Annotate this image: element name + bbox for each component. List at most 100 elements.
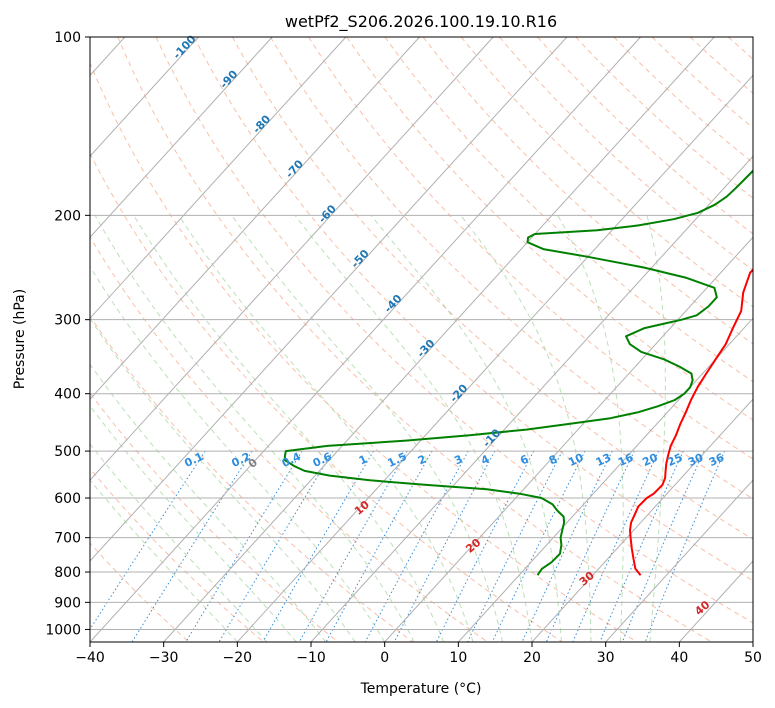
dry-adiabat — [117, 37, 712, 642]
dry-adiabat — [90, 61, 638, 642]
y-tick-label: 900 — [54, 595, 81, 611]
dry-adiabat — [499, 37, 753, 271]
y-tick-label: 700 — [54, 531, 81, 547]
dry-adiabat — [460, 37, 753, 308]
moist-adiabat — [370, 214, 562, 642]
mixing-ratio-line — [644, 450, 726, 642]
mixing-ratio-line — [218, 450, 334, 642]
x-tick-label: −40 — [75, 650, 105, 666]
y-axis: 100 200 300 400 500 600 700 800 900 1000 — [45, 30, 90, 638]
dry-adiabat-label: 40 — [692, 598, 712, 618]
isotherm-line — [531, 398, 753, 642]
mixing-ratio-label: 36 — [707, 451, 727, 469]
mixing-ratio-label: 1 — [357, 452, 369, 467]
mixing-ratio-line — [572, 450, 660, 642]
moist-adiabat — [90, 443, 268, 642]
isotherm-label: -50 — [349, 247, 372, 271]
mixing-ratio-label: 0.1 — [182, 450, 205, 470]
mixing-ratio-label: 0.4 — [280, 450, 303, 470]
dry-adiabat — [90, 467, 264, 642]
dry-adiabat — [728, 37, 753, 60]
mixing-ratio-label: 25 — [665, 451, 684, 469]
mixing-ratio-label: 0.6 — [311, 450, 334, 470]
y-tick-label: 600 — [54, 491, 81, 507]
mixing-ratio-line — [491, 450, 586, 642]
y-tick-label: 200 — [54, 208, 81, 224]
isotherm-line — [90, 37, 641, 642]
y-tick-label: 300 — [54, 313, 81, 329]
isotherm-line — [163, 37, 715, 642]
isotherm-label: -60 — [316, 202, 339, 226]
dry-adiabat — [575, 37, 753, 199]
x-tick-label: 40 — [670, 650, 688, 666]
x-axis-label: Temperature (°C) — [360, 681, 482, 697]
x-tick-label: −30 — [149, 650, 179, 666]
dewpoint-line — [283, 169, 753, 576]
isotherm-line — [90, 37, 199, 158]
moist-adiabat — [90, 265, 386, 642]
moist-adiabat — [460, 214, 592, 642]
dry-adiabat — [767, 37, 775, 642]
mixing-ratio-label: 10 — [566, 451, 586, 469]
isotherm-line — [605, 479, 753, 642]
dry-adiabat — [651, 37, 753, 129]
y-tick-label: 500 — [54, 444, 81, 460]
isotherm-line — [90, 37, 273, 238]
mixing-ratio-label: 16 — [616, 451, 636, 469]
dry-adiabat — [689, 37, 753, 94]
x-tick-label: 20 — [523, 650, 541, 666]
temperature-line — [629, 268, 753, 576]
mixing-ratio-line — [621, 450, 705, 642]
sounding-series — [283, 169, 753, 576]
mixing-ratio-line — [521, 450, 613, 642]
moist-adiabat — [90, 404, 297, 642]
y-tick-label: 800 — [54, 565, 81, 581]
plot-frame — [89, 36, 754, 643]
isotherm-label: -40 — [382, 292, 405, 316]
y-axis-label: Pressure (hPa) — [12, 289, 28, 389]
y-tick-label: 100 — [54, 30, 81, 46]
mixing-ratio-line — [364, 450, 469, 642]
x-tick-label: 30 — [597, 650, 615, 666]
x-tick-label: 50 — [744, 650, 762, 666]
mixing-ratio-label: 8 — [547, 452, 559, 467]
x-tick-label: 0 — [380, 650, 389, 666]
isotherm-line — [90, 37, 568, 562]
dry-adiabat — [537, 37, 753, 235]
isotherm-label: -90 — [217, 68, 240, 92]
isotherm-line — [236, 74, 753, 642]
dry-adiabat — [193, 37, 753, 582]
isotherm-line — [90, 37, 494, 481]
dry-adiabat — [90, 315, 414, 642]
moist-adiabat — [178, 215, 474, 642]
mixing-ratio-line — [90, 450, 206, 631]
isotherm-label: -70 — [283, 157, 306, 181]
isotherm-label: -80 — [250, 112, 273, 136]
mixing-ratio-line — [393, 450, 496, 642]
dry-adiabat-label: 10 — [352, 498, 372, 518]
moist-adiabat — [94, 215, 415, 642]
isotherm-line — [457, 317, 753, 642]
mixing-ratio-line — [298, 450, 408, 642]
dry-adiabat — [90, 152, 563, 642]
mixing-ratio-line — [185, 450, 303, 642]
isotherm-line — [310, 155, 753, 642]
mixing-ratio-line — [131, 450, 253, 642]
moist-adiabat — [133, 215, 445, 642]
moist-adiabat — [90, 479, 238, 642]
x-tick-label: −10 — [296, 650, 326, 666]
dry-adiabat — [384, 37, 753, 383]
moist-adiabat — [646, 215, 666, 642]
x-tick-label: −20 — [223, 650, 253, 666]
moist-adiabat — [90, 363, 327, 642]
isotherm-line — [90, 37, 420, 400]
moist-adiabat — [294, 214, 533, 642]
dry-adiabat — [422, 37, 753, 345]
chart-title: wetPf2_S206.2026.100.19.10.R16 — [285, 12, 557, 32]
moist-adiabat — [557, 215, 624, 642]
dry-adiabat — [155, 37, 753, 624]
x-tick-label: 10 — [449, 650, 467, 666]
mixing-ratio-label: 1.5 — [386, 450, 409, 470]
plot-area — [90, 37, 775, 642]
isotherm-label: -10 — [480, 426, 503, 450]
